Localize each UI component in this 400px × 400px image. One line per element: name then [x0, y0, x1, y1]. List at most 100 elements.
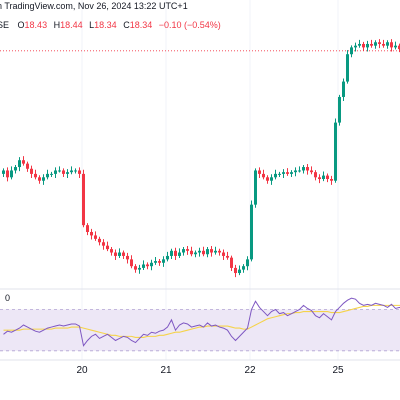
candle-body — [70, 170, 73, 173]
candle-body — [270, 177, 273, 181]
candle-body — [374, 42, 377, 46]
candle-body — [334, 122, 337, 181]
candle-body — [102, 242, 105, 246]
candle-body — [370, 43, 373, 46]
candle-body — [2, 170, 5, 174]
candle-body — [282, 172, 285, 174]
candle-body — [150, 262, 153, 267]
candle-body — [386, 42, 389, 46]
candle-body — [82, 173, 85, 226]
candle-body — [166, 255, 169, 260]
x-tick-label: 25 — [332, 365, 344, 376]
low-value: 18.34 — [94, 20, 117, 30]
candle-body — [250, 204, 253, 260]
candle-body — [130, 259, 133, 267]
candle-body — [322, 175, 325, 180]
candle-body — [318, 177, 321, 180]
candle-body — [298, 170, 301, 172]
x-tick-label: 20 — [76, 365, 88, 376]
rsi-line — [3, 297, 400, 347]
candle-body — [10, 170, 13, 178]
candle-body — [30, 168, 33, 174]
candle-body — [274, 173, 277, 178]
candle-body — [254, 170, 257, 205]
candle-body — [286, 172, 289, 174]
candle-body — [382, 43, 385, 46]
close-value: 18.34 — [130, 20, 153, 30]
candle-body — [262, 173, 265, 178]
candle-body — [106, 245, 109, 250]
candle-body — [162, 259, 165, 263]
candle-body — [6, 170, 9, 178]
candle-body — [394, 45, 397, 48]
chart-header-published: n TradingView.com, Nov 26, 2024 13:22 UT… — [0, 1, 188, 11]
candle-body — [146, 264, 149, 267]
candle-body — [134, 266, 137, 270]
x-tick-label: 22 — [244, 365, 256, 376]
candle-body — [18, 160, 21, 168]
candle-body — [90, 232, 93, 236]
high-label: H — [54, 20, 61, 30]
candle-body — [290, 172, 293, 174]
candle-body — [358, 43, 361, 46]
change-value: −0.10 (−0.54%) — [159, 20, 221, 30]
candle-body — [190, 250, 193, 255]
candle-body — [74, 170, 77, 172]
candle-body — [186, 249, 189, 251]
candle-body — [34, 173, 37, 178]
candle-body — [346, 54, 349, 82]
candle-body — [178, 252, 181, 256]
open-value: 18.43 — [25, 20, 48, 30]
candle-body — [158, 261, 161, 263]
candle-body — [170, 250, 173, 256]
candle-body — [314, 172, 317, 178]
candle-body — [258, 170, 261, 174]
candle-body — [326, 175, 329, 180]
candle-body — [98, 238, 101, 243]
candle-body — [302, 167, 305, 171]
x-tick-label: 21 — [160, 365, 172, 376]
candle-body — [230, 257, 233, 268]
candle-body — [366, 43, 369, 48]
candle-body — [398, 45, 400, 50]
chart-header-ohlc: SE O18.43 H18.44 L18.34 C18.34 −0.10 (−0… — [0, 20, 221, 30]
candle-body — [330, 179, 333, 181]
candle-body — [202, 250, 205, 255]
candle-body — [174, 250, 177, 256]
candle-body — [194, 252, 197, 255]
candle-body — [342, 81, 345, 97]
open-label: O — [18, 20, 25, 30]
candle-body — [182, 249, 185, 253]
grid — [81, 0, 339, 360]
candle-body — [114, 252, 117, 256]
close-label: C — [123, 20, 130, 30]
x-tick-labels: 20 21 22 25 — [76, 365, 344, 376]
candle-body — [266, 177, 269, 181]
candle-body — [362, 43, 365, 48]
rsi-pane-label: 0 — [5, 293, 10, 303]
candle-body — [238, 269, 241, 274]
candle-body — [206, 249, 209, 255]
candle-body — [246, 259, 249, 267]
candle-body — [62, 170, 65, 174]
candle-body — [110, 249, 113, 253]
high-value: 18.44 — [60, 20, 83, 30]
candle-body — [306, 167, 309, 171]
candle-body — [46, 173, 49, 178]
exchange-suffix: SE — [0, 20, 9, 30]
candle-body — [126, 255, 129, 260]
rsi-band — [0, 309, 400, 351]
candle-body — [138, 267, 141, 270]
candle-body — [26, 163, 29, 169]
candle-body — [378, 42, 381, 44]
candle-body — [390, 42, 393, 48]
candle-body — [242, 266, 245, 270]
candle-body — [142, 264, 145, 268]
rsi-lines — [3, 297, 400, 347]
candle-body — [218, 250, 221, 253]
candle-body — [86, 225, 89, 233]
candle-body — [14, 167, 17, 171]
candle-body — [54, 170, 57, 174]
candle-body — [354, 45, 357, 48]
